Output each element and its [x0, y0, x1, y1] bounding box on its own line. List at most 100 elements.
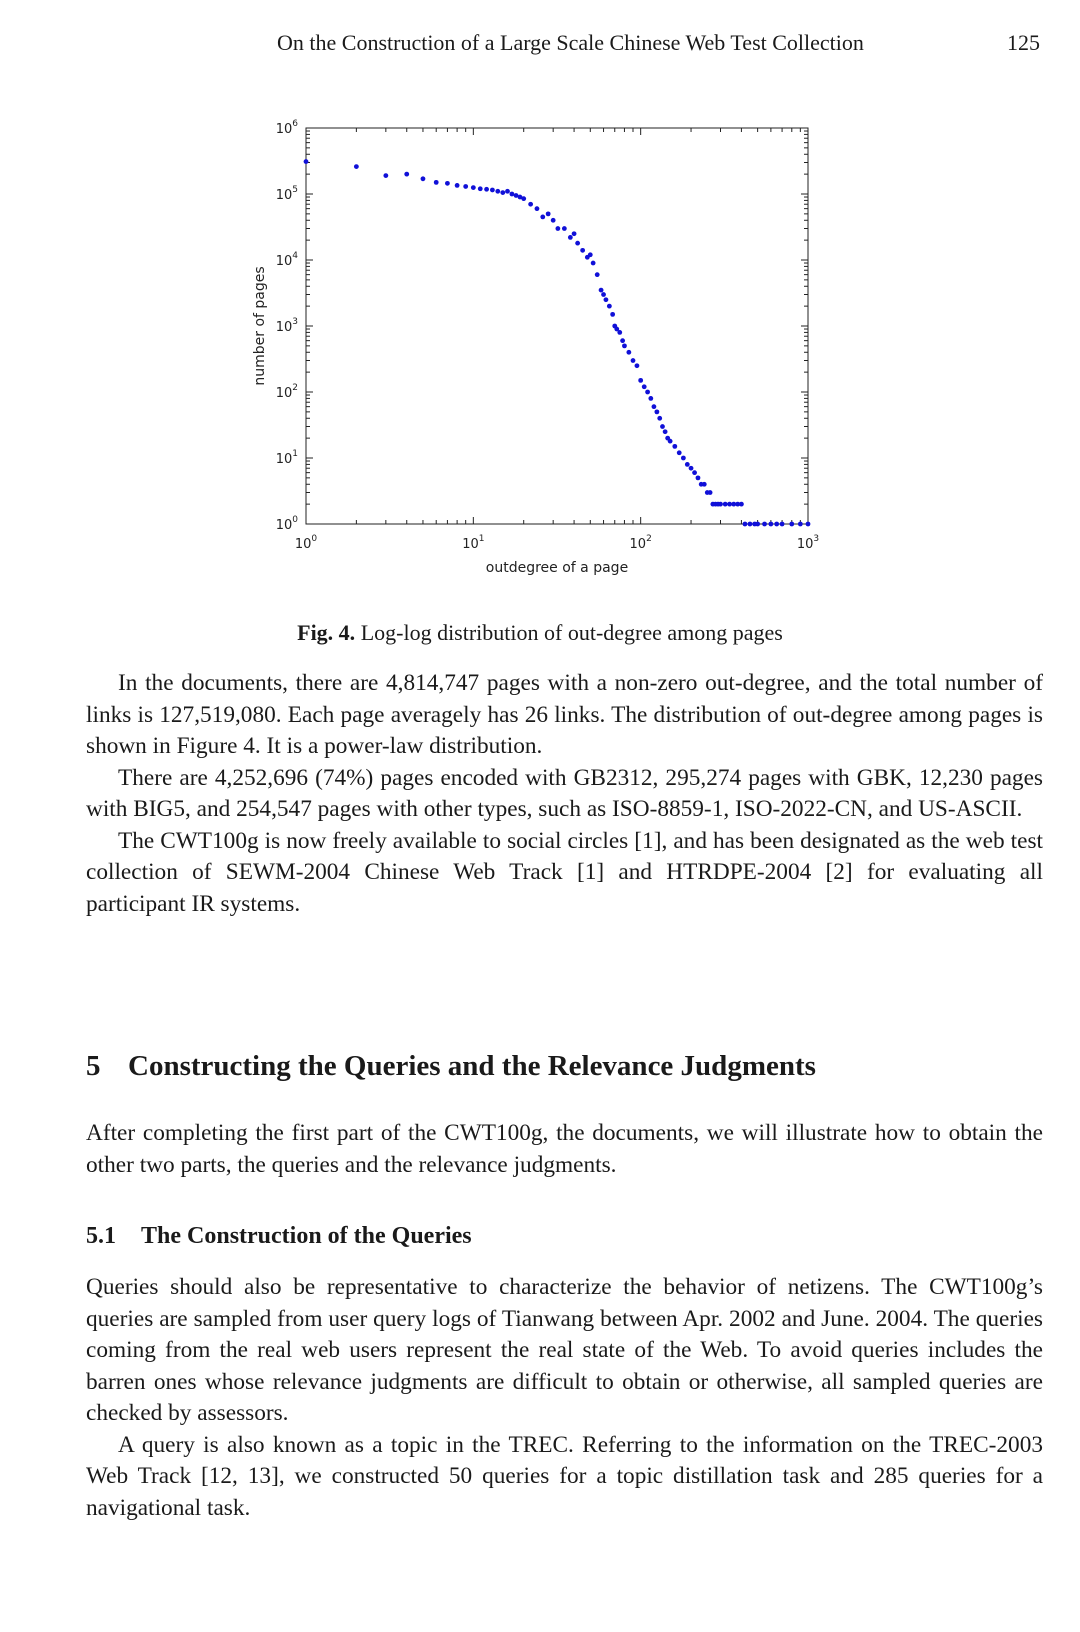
data-point	[490, 187, 495, 193]
data-point	[626, 349, 632, 355]
data-point	[638, 377, 644, 383]
data-point	[651, 404, 657, 410]
data-point	[521, 196, 527, 202]
body-text-block-2: After completing the first part of the C…	[86, 1118, 1043, 1181]
page-number: 125	[1007, 30, 1040, 55]
data-point	[590, 260, 596, 266]
data-point	[648, 396, 654, 401]
y-tick-label: 100	[276, 515, 299, 533]
data-point	[727, 501, 732, 507]
data-point	[676, 450, 682, 456]
data-point	[571, 231, 577, 237]
data-point	[617, 330, 623, 335]
data-point	[731, 501, 737, 507]
body-text-block-1: In the documents, there are 4,814,747 pa…	[86, 668, 1043, 920]
data-point	[606, 303, 612, 309]
data-point	[513, 193, 519, 198]
data-point	[534, 206, 540, 212]
data-point	[641, 384, 647, 390]
data-point	[601, 292, 606, 297]
data-point	[540, 214, 546, 220]
data-point	[500, 190, 506, 195]
data-point	[680, 455, 686, 461]
body-text-block-3: Queries should also be representative to…	[86, 1272, 1043, 1524]
data-point	[603, 297, 609, 303]
data-point	[555, 226, 561, 231]
subsection-number: 5.1	[86, 1223, 116, 1249]
x-tick-label: 103	[797, 534, 819, 552]
paragraph-encodings: There are 4,252,696 (74%) pages encoded …	[86, 764, 1043, 823]
y-tick-label: 102	[276, 383, 298, 401]
data-point	[688, 465, 694, 471]
outdegree-scatter-chart: 100 101 102 103 100 101 102 103 104 105 106 outdegr…	[252, 119, 819, 576]
plot-frame	[305, 127, 809, 525]
data-point	[445, 180, 450, 186]
data-point	[420, 176, 426, 182]
y-axis-label: number of pages	[252, 266, 268, 385]
data-point	[517, 194, 523, 200]
data-point	[634, 363, 640, 369]
data-point	[622, 343, 627, 349]
y-tick-label: 103	[276, 317, 298, 335]
data-point	[470, 185, 476, 190]
data-point	[768, 521, 774, 527]
data-point	[779, 521, 785, 527]
data-point	[684, 462, 690, 467]
data-point	[561, 226, 567, 231]
data-point	[695, 475, 701, 481]
y-tick-label: 104	[276, 251, 299, 269]
section-number: 5	[86, 1050, 101, 1082]
data-point	[495, 188, 501, 194]
subsection-heading: 5.1 The Construction of the Queries	[86, 1221, 472, 1251]
running-title: On the Construction of a Large Scale Chi…	[277, 30, 864, 55]
data-point	[404, 171, 410, 177]
data-point	[550, 217, 556, 223]
data-point	[505, 188, 510, 194]
data-point	[645, 389, 650, 395]
figure-4: 100 101 102 103 100 101 102 103 104 105 106 outdegr…	[240, 112, 860, 600]
y-tick-label: 101	[276, 449, 298, 467]
section-title: Constructing the Queries and the Relevan…	[128, 1050, 816, 1082]
data-point	[509, 191, 515, 197]
data-point	[463, 184, 469, 189]
data-point	[667, 438, 673, 444]
data-point	[598, 287, 604, 293]
data-point	[587, 252, 593, 258]
data-point	[747, 521, 753, 527]
data-point	[797, 521, 803, 527]
data-point	[774, 521, 780, 527]
data-point	[575, 240, 581, 246]
data-point	[742, 521, 748, 527]
data-point	[383, 173, 389, 178]
data-point	[630, 358, 636, 363]
paragraph-outdegree: In the documents, there are 4,814,747 pa…	[86, 670, 1043, 759]
data-point	[303, 159, 309, 164]
data-point	[484, 186, 489, 192]
data-point	[660, 424, 665, 429]
data-point	[707, 490, 713, 495]
data-point	[433, 179, 439, 185]
paragraph-queries: Queries should also be representative to…	[86, 1274, 1043, 1426]
x-tick-label: 101	[462, 534, 484, 552]
data-point	[662, 429, 668, 435]
y-tick-label: 105	[276, 185, 298, 203]
data-point	[528, 201, 534, 207]
data-point	[657, 415, 663, 421]
data-point	[580, 247, 586, 253]
data-point	[594, 272, 600, 278]
x-tick-label: 102	[630, 534, 652, 552]
data-point	[789, 521, 795, 527]
data-point	[454, 183, 460, 188]
x-axis-label: outdegree of a page	[486, 560, 628, 576]
data-point	[672, 443, 678, 449]
x-tick-label: 100	[295, 534, 318, 552]
data-point	[805, 521, 811, 527]
data-point	[739, 501, 744, 507]
data-point	[654, 409, 660, 415]
subsection-title: The Construction of the Queries	[141, 1223, 472, 1249]
running-head: On the Construction of a Large Scale Chi…	[0, 30, 1080, 62]
data-point	[735, 501, 741, 507]
data-point	[692, 470, 697, 476]
data-point	[718, 501, 723, 507]
data-point	[614, 326, 620, 332]
